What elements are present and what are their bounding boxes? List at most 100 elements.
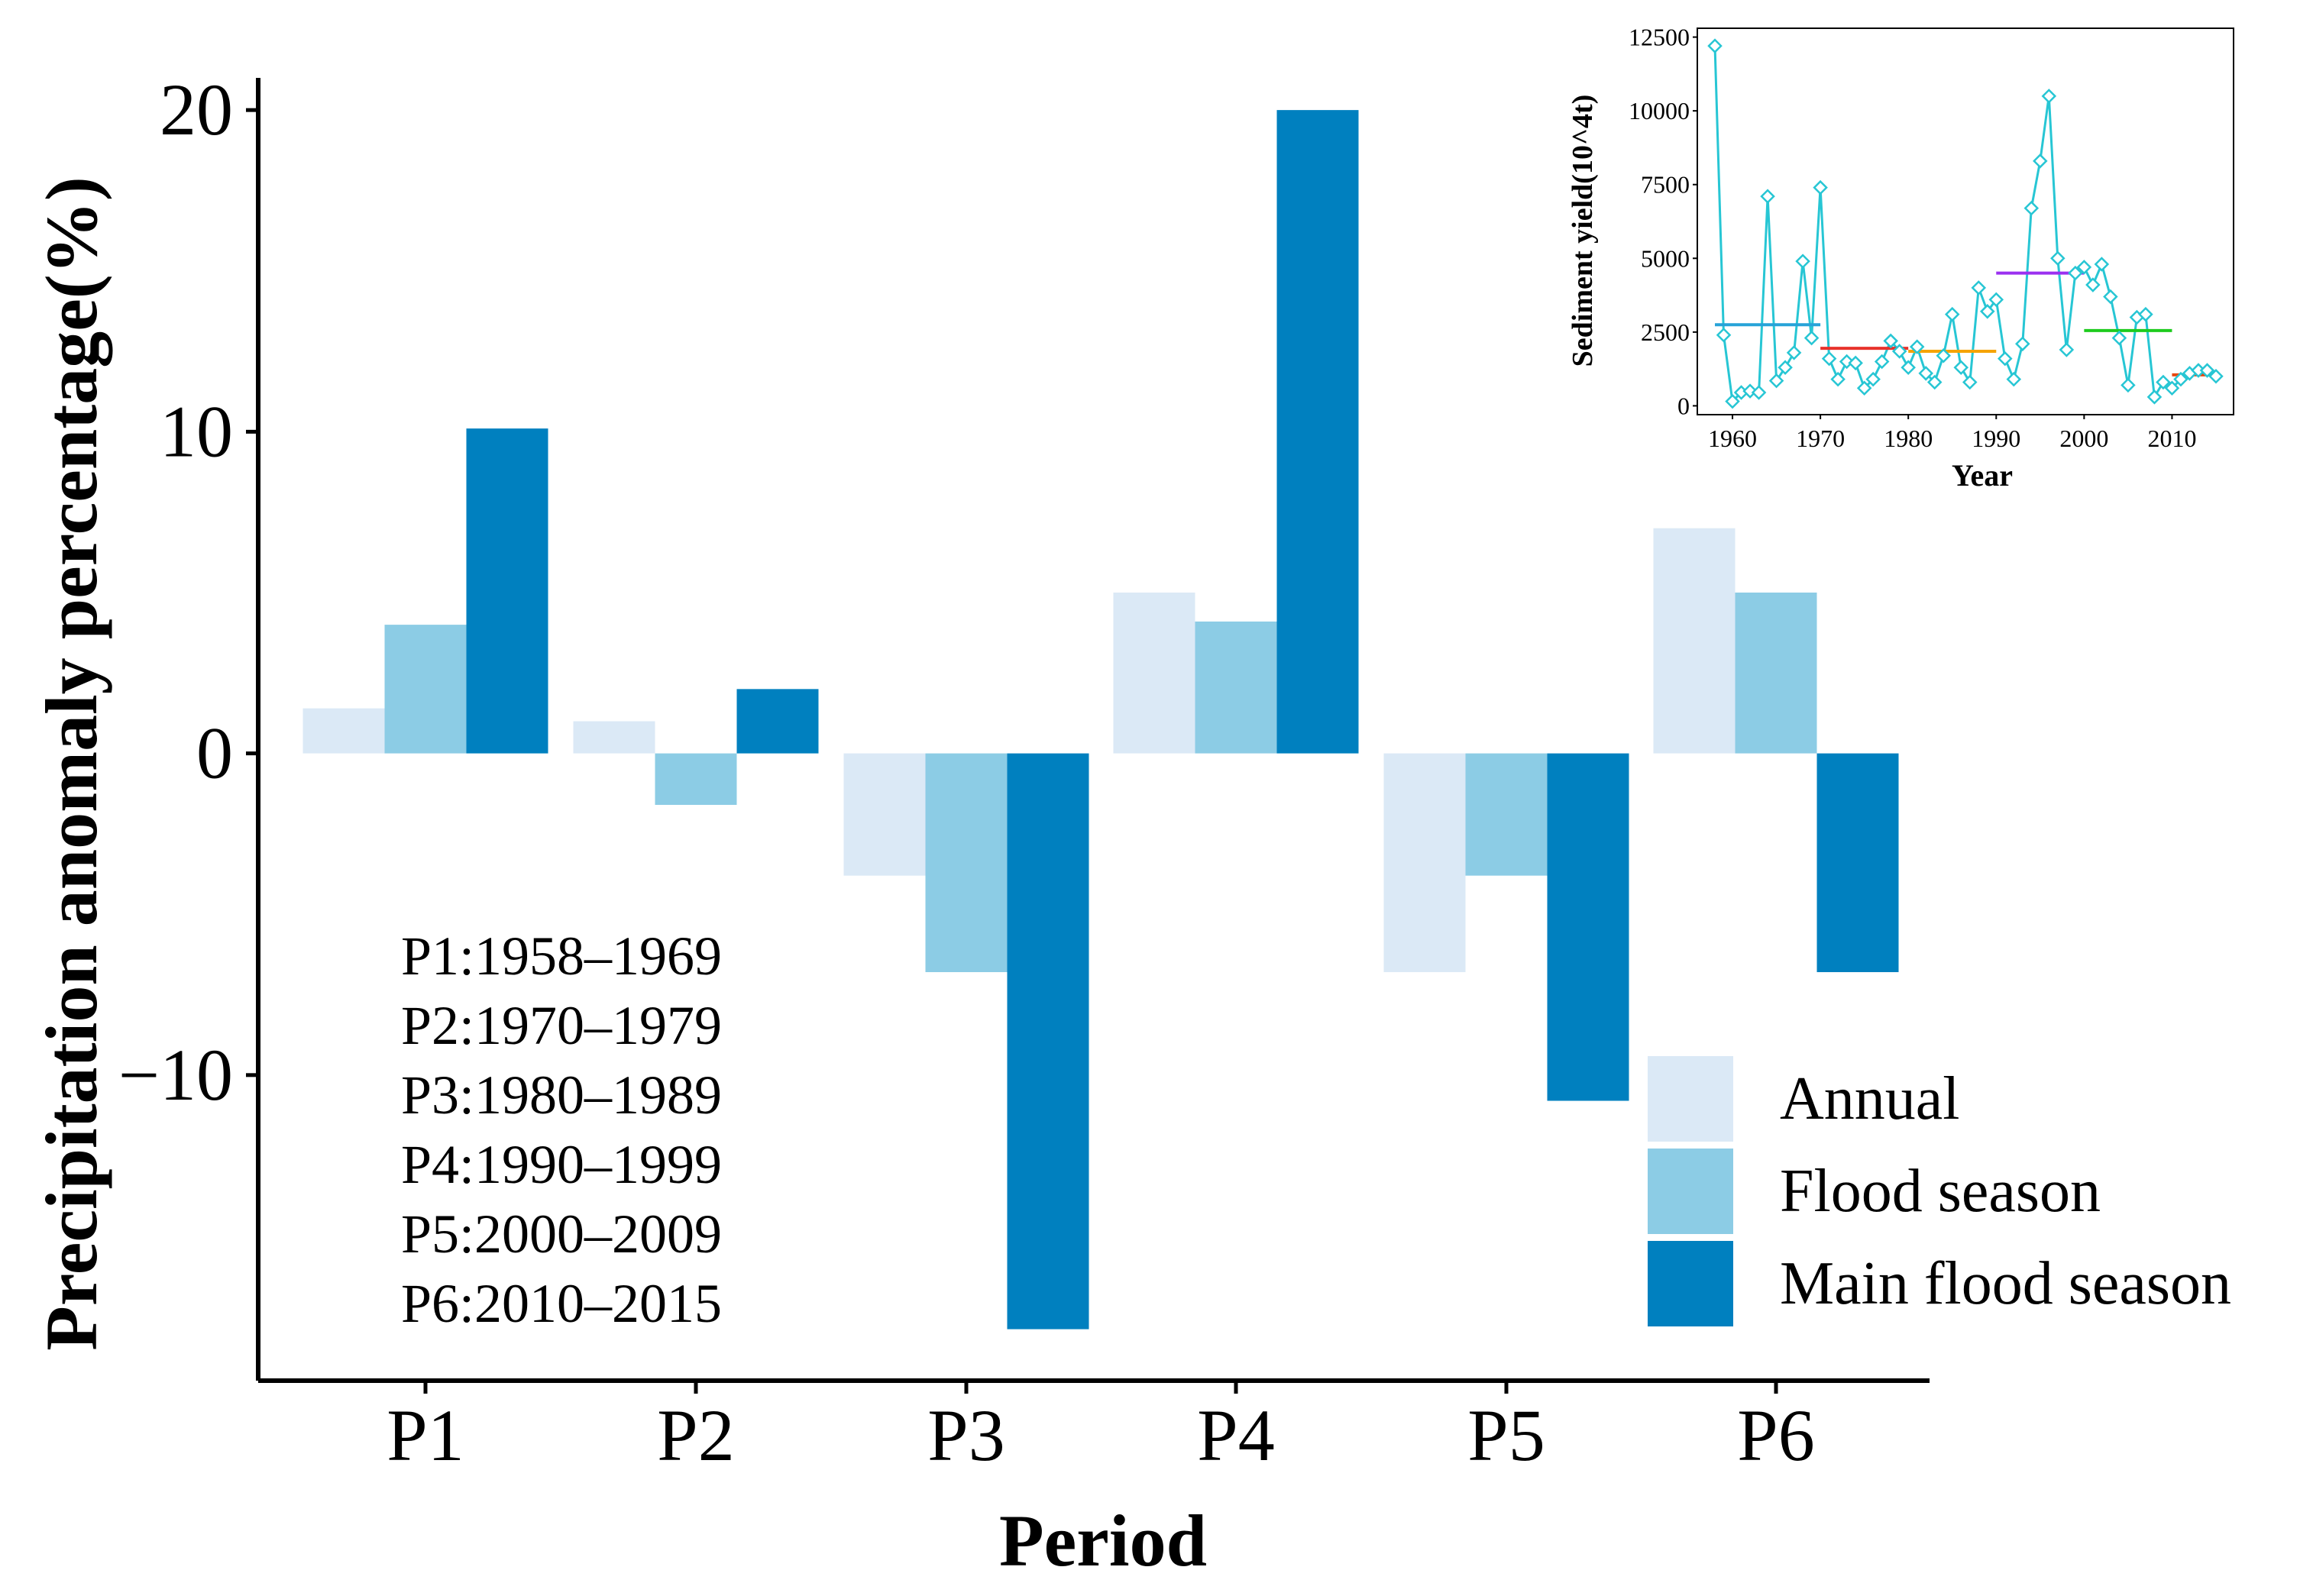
inset-x-tick-label: 2010 bbox=[2147, 425, 2196, 452]
sediment-point bbox=[2023, 200, 2040, 216]
period-annotation: P3:1980–1989 bbox=[401, 1065, 722, 1126]
inset-x-tick-label: 1960 bbox=[1708, 425, 1757, 452]
legend-label: Flood season bbox=[1780, 1158, 2101, 1225]
bar-main-flood-season-p4 bbox=[1276, 110, 1359, 754]
legend-key-main-flood-season bbox=[1648, 1241, 1733, 1326]
sediment-point bbox=[1971, 280, 1987, 296]
bar-main-flood-season-p6 bbox=[1816, 753, 1899, 973]
sediment-point bbox=[1830, 371, 1846, 387]
sediment-point bbox=[1936, 347, 1951, 363]
sediment-point bbox=[1962, 374, 1978, 390]
inset-points-group bbox=[1707, 38, 2224, 409]
legend-key-flood-season bbox=[1648, 1149, 1733, 1234]
x-tick-label: P3 bbox=[927, 1394, 1004, 1476]
bar-main-flood-season-p3 bbox=[1007, 753, 1089, 1329]
bar-annual-p6 bbox=[1653, 528, 1736, 754]
sediment-point bbox=[2050, 250, 2066, 267]
inset-x-ticks: 1960 1970 1980 1990 2000 2010 bbox=[1708, 415, 2196, 452]
sediment-point bbox=[1944, 306, 1960, 322]
sediment-point bbox=[2173, 371, 2188, 387]
y-tick-label: 0 bbox=[196, 712, 233, 794]
inset-y-tick-label: 12500 bbox=[1629, 24, 1690, 51]
bar-main-flood-season-p5 bbox=[1547, 753, 1629, 1101]
bar-flood-season-p6 bbox=[1735, 592, 1817, 754]
y-tick-label: −10 bbox=[118, 1034, 233, 1116]
bar-main-flood-season-p1 bbox=[466, 428, 548, 754]
bar-flood-season-p3 bbox=[925, 753, 1008, 973]
period-annotations: P1:1958–1969 P2:1970–1979 P3:1980–1989 P4:1… bbox=[401, 926, 722, 1334]
x-tick-label: P4 bbox=[1197, 1394, 1274, 1476]
sediment-point bbox=[1988, 292, 2004, 308]
legend-key-annual bbox=[1648, 1056, 1733, 1142]
sediment-point bbox=[2059, 342, 2075, 357]
y-tick-label: 20 bbox=[160, 69, 233, 150]
inset-x-axis-title: Year bbox=[1952, 458, 2013, 493]
sediment-point bbox=[1865, 371, 1881, 387]
bar-annual-p3 bbox=[843, 753, 926, 876]
x-tick-label: P2 bbox=[657, 1394, 734, 1476]
inset-y-ticks: 0 2500 5000 7500 10000 12500 bbox=[1629, 24, 1697, 419]
inset-lines-group bbox=[1713, 46, 2217, 404]
sediment-point bbox=[1768, 373, 1784, 389]
inset-y-tick-label: 0 bbox=[1677, 392, 1690, 419]
sediment-point bbox=[2111, 330, 2127, 346]
sediment-point bbox=[2146, 389, 2163, 405]
inset-x-tick-label: 1990 bbox=[1972, 425, 2020, 452]
bar-annual-p4 bbox=[1113, 592, 1195, 754]
sediment-series-line bbox=[1713, 46, 2217, 404]
sediment-point bbox=[1786, 345, 1802, 360]
y-tick-label: 10 bbox=[160, 390, 233, 472]
inset-period-means bbox=[1715, 271, 2216, 376]
main-x-ticks: P1 P2 P3 P4 P5 P6 bbox=[387, 1381, 1815, 1476]
sediment-point bbox=[1883, 333, 1898, 349]
main-y-ticks: 20 10 0 −10 bbox=[118, 69, 258, 1116]
bar-main-flood-season-p2 bbox=[736, 689, 819, 754]
sediment-point bbox=[1760, 189, 1775, 204]
sediment-point bbox=[1980, 304, 1995, 319]
sediment-point bbox=[2208, 369, 2224, 384]
sediment-point bbox=[2085, 277, 2101, 292]
sediment-point bbox=[1813, 179, 1828, 195]
sediment-point bbox=[2041, 89, 2057, 104]
sediment-point bbox=[1725, 393, 1740, 409]
inset-y-tick-label: 2500 bbox=[1641, 318, 1690, 346]
sediment-point bbox=[2164, 380, 2180, 396]
sediment-point bbox=[2006, 371, 2022, 387]
sediment-point bbox=[1901, 360, 1916, 375]
sediment-point bbox=[1751, 385, 1767, 400]
sediment-point bbox=[1998, 351, 2013, 367]
bar-flood-season-p1 bbox=[384, 625, 467, 754]
x-tick-label: P1 bbox=[387, 1394, 464, 1476]
bar-annual-p5 bbox=[1383, 753, 1466, 973]
period-annotation: P6:2010–2015 bbox=[401, 1273, 722, 1334]
sediment-point bbox=[2121, 377, 2136, 393]
sediment-point bbox=[2094, 257, 2110, 272]
main-legend: Annual Flood season Main flood season bbox=[1648, 1056, 2231, 1326]
bar-flood-season-p4 bbox=[1195, 621, 1277, 754]
main-bars-group bbox=[302, 110, 1899, 1329]
inset-y-axis-title: Sediment yield(10^4t) bbox=[1567, 95, 1599, 367]
sediment-point bbox=[1716, 327, 1732, 343]
sediment-point bbox=[2033, 153, 2048, 169]
inset-x-tick-label: 2000 bbox=[2059, 425, 2108, 452]
sediment-point bbox=[1778, 360, 1793, 375]
inset-frame bbox=[1697, 27, 2234, 415]
x-tick-label: P6 bbox=[1737, 1394, 1814, 1476]
sediment-point bbox=[1874, 354, 1890, 370]
x-axis-title: Period bbox=[999, 1500, 1207, 1581]
sediment-point bbox=[1848, 355, 1863, 371]
inset-y-tick-label: 7500 bbox=[1641, 171, 1690, 199]
sediment-point bbox=[1909, 339, 1925, 354]
sediment-point bbox=[1918, 366, 1933, 381]
sediment-point bbox=[2015, 336, 2030, 352]
bar-flood-season-p2 bbox=[655, 753, 737, 805]
inset-x-tick-label: 1970 bbox=[1796, 425, 1845, 452]
sediment-point bbox=[1856, 380, 1872, 396]
period-annotation: P5:2000–2009 bbox=[401, 1203, 722, 1265]
inset-x-tick-label: 1980 bbox=[1884, 425, 1933, 452]
sediment-point bbox=[2103, 289, 2118, 305]
y-axis-title: Precipitation anomaly percentage(%) bbox=[31, 176, 112, 1351]
x-tick-label: P5 bbox=[1467, 1394, 1545, 1476]
period-annotation: P4:1990–1999 bbox=[401, 1134, 722, 1195]
